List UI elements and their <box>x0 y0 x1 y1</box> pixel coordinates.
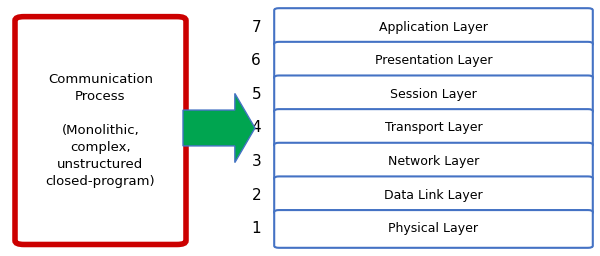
FancyBboxPatch shape <box>15 17 186 244</box>
FancyBboxPatch shape <box>274 109 593 147</box>
Text: 6: 6 <box>251 53 261 68</box>
Text: Presentation Layer: Presentation Layer <box>375 54 492 67</box>
FancyBboxPatch shape <box>274 176 593 214</box>
Text: 3: 3 <box>251 154 261 169</box>
FancyBboxPatch shape <box>274 42 593 80</box>
FancyBboxPatch shape <box>274 8 593 46</box>
Text: 1: 1 <box>251 221 261 237</box>
FancyBboxPatch shape <box>274 76 593 113</box>
Text: Application Layer: Application Layer <box>379 20 488 34</box>
Text: 7: 7 <box>251 19 261 35</box>
FancyBboxPatch shape <box>274 143 593 180</box>
Text: Network Layer: Network Layer <box>388 155 479 168</box>
Text: Transport Layer: Transport Layer <box>385 122 482 134</box>
Text: Physical Layer: Physical Layer <box>389 222 479 236</box>
Text: 2: 2 <box>251 188 261 203</box>
Text: Communication
Process

(Monolithic,
complex,
unstructured
closed-program): Communication Process (Monolithic, compl… <box>46 73 155 188</box>
Text: Session Layer: Session Layer <box>390 88 477 101</box>
FancyBboxPatch shape <box>274 210 593 248</box>
Text: 5: 5 <box>251 87 261 102</box>
Text: Data Link Layer: Data Link Layer <box>384 189 483 202</box>
Polygon shape <box>183 93 255 163</box>
Text: 4: 4 <box>251 121 261 135</box>
